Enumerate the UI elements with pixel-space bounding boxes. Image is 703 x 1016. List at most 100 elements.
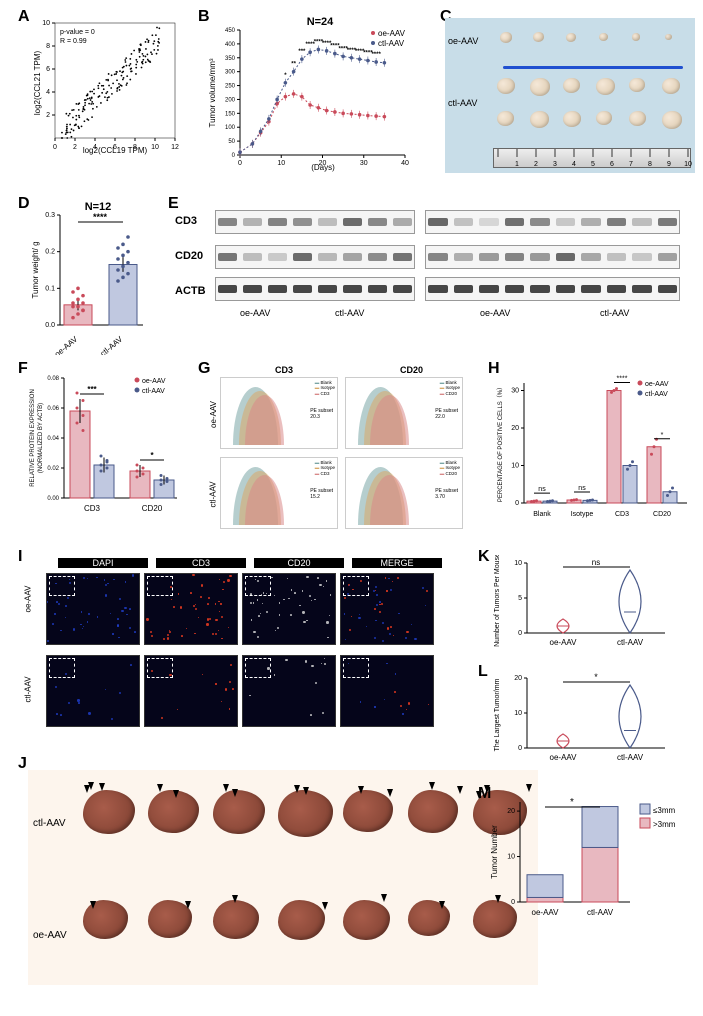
panel-E: CD3 CD20 ACTB oe-AAV ctl-AAV oe-AAV ctl-… [175, 205, 685, 335]
violin-K: 0510 Number of Tumors Per Mouse oe-AAV c… [485, 555, 675, 655]
svg-text:0.00: 0.00 [47, 496, 59, 502]
svg-text:200: 200 [225, 97, 236, 103]
svg-text:150: 150 [225, 111, 236, 117]
svg-text:CD20: CD20 [142, 504, 163, 513]
svg-text:CD3: CD3 [84, 504, 101, 513]
svg-text:RELATIVE PROTEIN EXPRESSION: RELATIVE PROTEIN EXPRESSION [30, 389, 36, 487]
svg-text:20: 20 [507, 808, 515, 815]
svg-text:(NORMALIZED BY ACTB): (NORMALIZED BY ACTB) [38, 403, 44, 473]
panel-D: N=12 0.00.10.20.3 Tumor weight/ g **** o… [28, 200, 153, 355]
panel-J: ctl-AAV oe-AAV [28, 770, 538, 985]
panel-I: DAPICD3CD20MERGE oe-AAV ctl-AAV [28, 558, 448, 733]
C-row1-label: oe-AAV [448, 36, 478, 46]
svg-text:Number of Tumors Per Mouse: Number of Tumors Per Mouse [494, 555, 501, 647]
svg-text:10: 10 [277, 160, 285, 167]
svg-text:***: *** [298, 49, 306, 55]
B-title: N=24 [307, 16, 334, 28]
svg-text:50: 50 [228, 139, 235, 145]
svg-text:250: 250 [225, 84, 236, 90]
A-pvalue: p-value = 0 [60, 29, 95, 36]
panel-F: 0.000.020.040.060.08 **** RELATIVE PROTE… [22, 368, 187, 528]
svg-text:oe-AAV: oe-AAV [550, 638, 578, 647]
label-I: I [18, 548, 22, 566]
svg-text:ctl-AAV: ctl-AAV [617, 638, 644, 647]
svg-text:1: 1 [515, 161, 519, 168]
svg-text:8: 8 [648, 161, 652, 168]
panel-C: oe-AAV ctl-AAV 12345678910 [445, 18, 695, 173]
svg-text:0.06: 0.06 [47, 406, 59, 412]
stacked-bar-M: 01020 Tumor Number oe-AAV ctl-AAV ≤3mm >… [485, 792, 690, 932]
svg-text:oe-AAV: oe-AAV [142, 378, 166, 385]
svg-text:30: 30 [511, 388, 519, 395]
E-row-ACTB: ACTB [175, 285, 206, 297]
svg-text:oe-AAV: oe-AAV [532, 908, 560, 917]
panel-M: 01020 Tumor Number oe-AAV ctl-AAV ≤3mm >… [485, 792, 690, 932]
svg-text:5: 5 [591, 161, 595, 168]
svg-text:≤3mm: ≤3mm [653, 806, 676, 815]
D-sig: **** [93, 212, 108, 222]
svg-text:Tumor Number: Tumor Number [490, 825, 499, 879]
svg-text:10: 10 [684, 161, 692, 168]
svg-text:400: 400 [225, 42, 236, 48]
svg-text:0: 0 [515, 500, 519, 507]
svg-text:5: 5 [518, 595, 522, 602]
svg-text:***: *** [87, 385, 97, 394]
label-J: J [18, 755, 27, 773]
D-ylabel: Tumor weight/ g [31, 241, 40, 298]
svg-text:0.0: 0.0 [45, 322, 55, 329]
svg-text:*: * [661, 432, 664, 439]
scatter-A: log2(CCL19 TPM) log2(CCL21 TPM) p-value … [30, 18, 180, 158]
svg-text:0: 0 [511, 899, 515, 906]
panel-H: 0102030 nsBlanknsIsotype****CD3*CD20 PER… [492, 368, 692, 533]
svg-text:350: 350 [225, 56, 236, 62]
svg-text:oe-AAV: oe-AAV [645, 381, 669, 388]
svg-text:ns: ns [538, 486, 546, 493]
svg-text:**: ** [291, 62, 296, 68]
svg-text:6: 6 [46, 66, 50, 73]
svg-text:10: 10 [511, 463, 519, 470]
svg-text:Isotype: Isotype [571, 511, 594, 518]
svg-text:8: 8 [46, 43, 50, 50]
ruler: 12345678910 [493, 148, 691, 168]
svg-text:oe-AAV: oe-AAV [53, 334, 80, 355]
svg-text:Blank: Blank [533, 511, 551, 518]
svg-text:6: 6 [113, 144, 117, 151]
svg-text:40: 40 [401, 160, 409, 167]
svg-text:PERCENTAGE OF POSITIVE CELLS（%: PERCENTAGE OF POSITIVE CELLS（%） [497, 384, 504, 502]
svg-text:6: 6 [610, 161, 614, 168]
panel-B: N=24 050100150200250300350400450 0102030… [205, 15, 430, 175]
svg-text:10: 10 [514, 710, 522, 717]
svg-text:oe-AAV: oe-AAV [550, 753, 578, 762]
svg-text:*: * [284, 73, 287, 79]
svg-text:300: 300 [225, 70, 236, 76]
svg-text:100: 100 [225, 125, 236, 131]
svg-text:0.1: 0.1 [45, 285, 55, 292]
svg-text:****: **** [371, 52, 381, 58]
bar-F: 0.000.020.040.060.08 **** RELATIVE PROTE… [22, 368, 187, 528]
svg-text:*: * [150, 451, 154, 460]
svg-text:10: 10 [514, 560, 522, 567]
svg-text:3: 3 [553, 161, 557, 168]
svg-text:ctl-AAV: ctl-AAV [99, 334, 125, 355]
svg-text:0: 0 [238, 160, 242, 167]
svg-text:4: 4 [93, 144, 97, 151]
svg-text:30: 30 [360, 160, 368, 167]
svg-text:0.02: 0.02 [47, 466, 59, 472]
svg-text:9: 9 [667, 161, 671, 168]
C-row2-label: ctl-AAV [448, 98, 477, 108]
svg-text:4: 4 [572, 161, 576, 168]
line-chart-B: N=24 050100150200250300350400450 0102030… [205, 15, 430, 175]
panel-K: 0510 Number of Tumors Per Mouse oe-AAV c… [485, 555, 675, 655]
svg-text:0.04: 0.04 [47, 436, 59, 442]
svg-text:ns: ns [578, 485, 586, 492]
bar-D: N=12 0.00.10.20.3 Tumor weight/ g **** o… [28, 200, 153, 355]
svg-text:10: 10 [42, 20, 50, 27]
svg-text:oe-AAV: oe-AAV [378, 29, 406, 38]
svg-text:20: 20 [514, 675, 522, 682]
svg-text:10: 10 [507, 854, 515, 861]
svg-text:450: 450 [225, 28, 236, 34]
svg-text:0.08: 0.08 [47, 376, 59, 382]
svg-text:2: 2 [534, 161, 538, 168]
A-ylabel: log2(CCL21 TPM) [33, 51, 42, 116]
svg-text:20: 20 [511, 425, 519, 432]
